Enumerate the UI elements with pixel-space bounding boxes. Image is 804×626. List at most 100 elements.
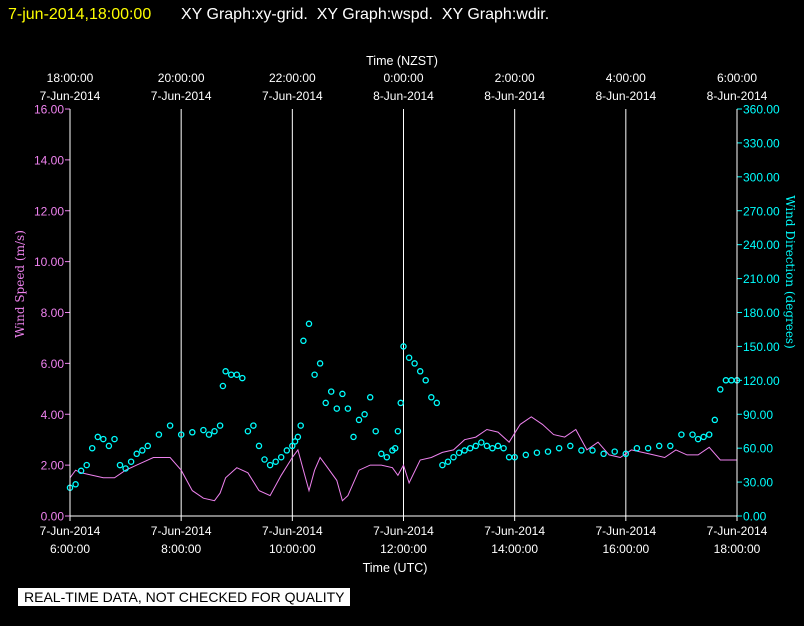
wind-direction-point	[344, 405, 352, 412]
wind-direction-point	[622, 450, 630, 458]
top-tick-time: 4:00:00	[606, 71, 646, 85]
wind-direction-point	[227, 371, 235, 378]
wind-direction-point	[166, 422, 174, 429]
bottom-tick-date: 7-Jun-2014	[484, 524, 545, 538]
bottom-tick-date: 7-Jun-2014	[262, 524, 323, 538]
bottom-tick-date: 7-Jun-2014	[595, 524, 656, 538]
wind-direction-point	[72, 481, 79, 488]
wind-direction-point	[450, 453, 457, 461]
wind-direction-point	[219, 382, 227, 390]
wind-direction-point	[405, 354, 413, 361]
wind-direction-point	[322, 399, 329, 407]
wind-direction-point	[133, 450, 140, 458]
left-tick-label: 16.00	[34, 103, 64, 117]
wind-direction-point	[383, 453, 391, 461]
wind-direction-point	[444, 458, 452, 465]
wind-direction-point	[461, 447, 468, 454]
wind-direction-point	[255, 442, 263, 450]
wind-direction-point	[533, 449, 541, 456]
wind-direction-point	[294, 433, 302, 441]
bottom-axis-title: Time (UTC)	[363, 561, 428, 575]
top-tick-date: 7-Jun-2014	[40, 89, 101, 103]
right-tick-label: 300.00	[743, 170, 780, 184]
left-tick-label: 8.00	[41, 306, 65, 320]
right-tick-label: 360.00	[743, 103, 780, 117]
top-tick-date: 8-Jun-2014	[484, 89, 545, 103]
wind-direction-point	[394, 427, 402, 435]
top-tick-date: 8-Jun-2014	[595, 89, 656, 103]
wind-direction-point	[83, 461, 90, 469]
wind-direction-point	[433, 399, 441, 407]
wind-direction-point	[155, 431, 163, 438]
bottom-tick-date: 7-Jun-2014	[373, 524, 434, 538]
wind-direction-point	[483, 442, 491, 450]
quality-notice: REAL-TIME DATA, NOT CHECKED FOR QUALITY	[18, 588, 351, 606]
wind-direction-point	[428, 394, 435, 401]
right-tick-label: 0.00	[743, 510, 767, 524]
top-axis-title: Time (NZST)	[366, 54, 438, 68]
bottom-tick-time: 12:00:00	[380, 542, 427, 556]
wind-direction-point	[400, 343, 407, 350]
wind-direction-point	[455, 449, 463, 456]
top-tick-time: 20:00:00	[158, 71, 205, 85]
wind-direction-point	[544, 448, 552, 455]
wind-direction-point	[655, 442, 663, 450]
bottom-tick-time: 10:00:00	[269, 542, 316, 556]
wind-direction-point	[105, 442, 113, 450]
wind-direction-point	[600, 450, 607, 458]
wind-direction-point	[277, 453, 285, 461]
wind-direction-point	[350, 433, 357, 441]
wind-direction-point	[505, 453, 513, 461]
wind-direction-point	[711, 416, 719, 424]
wind-direction-point	[522, 451, 530, 459]
bottom-tick-date: 7-Jun-2014	[707, 524, 768, 538]
wind-direction-point	[411, 360, 418, 367]
left-tick-label: 6.00	[41, 357, 65, 371]
wind-direction-point	[644, 444, 652, 452]
wind-direction-point	[327, 388, 335, 395]
wind-direction-point	[589, 447, 596, 454]
left-tick-label: 2.00	[41, 459, 65, 473]
right-tick-label: 150.00	[743, 340, 780, 354]
left-tick-label: 10.00	[34, 255, 64, 269]
wind-direction-point	[494, 442, 502, 450]
right-tick-label: 210.00	[743, 272, 780, 286]
wind-direction-point	[500, 444, 507, 452]
wind-direction-point	[272, 458, 279, 465]
wind-direction-point	[311, 371, 318, 378]
wind-direction-point	[391, 444, 399, 452]
wind-direction-point	[478, 439, 485, 446]
wind-direction-point	[94, 433, 102, 441]
wind-direction-point	[705, 431, 713, 438]
bottom-tick-time: 18:00:00	[714, 542, 761, 556]
top-tick-date: 8-Jun-2014	[707, 89, 768, 103]
wind-direction-point	[611, 448, 618, 455]
wind-direction-point	[244, 427, 252, 435]
left-tick-label: 12.00	[34, 204, 64, 218]
left-tick-label: 14.00	[34, 153, 64, 167]
wind-direction-point	[305, 320, 313, 328]
wind-direction-point	[200, 426, 207, 434]
bottom-tick-time: 6:00:00	[50, 542, 90, 556]
wind-direction-point	[205, 431, 213, 438]
wind-direction-point	[678, 431, 685, 438]
wind-direction-point	[578, 447, 585, 454]
wind-direction-point	[567, 442, 574, 450]
wind-direction-point	[144, 442, 152, 450]
graph-list: XY Graph:xy-grid. XY Graph:wspd. XY Grap…	[181, 6, 549, 23]
wind-direction-point	[127, 458, 135, 465]
wind-direction-point	[239, 374, 246, 382]
wind-direction-point	[177, 431, 185, 438]
wind-direction-point	[466, 444, 474, 452]
wind-direction-point	[289, 442, 296, 450]
top-tick-time: 0:00:00	[383, 71, 423, 85]
top-tick-date: 8-Jun-2014	[373, 89, 434, 103]
right-tick-label: 330.00	[743, 136, 780, 150]
wind-direction-point	[422, 377, 429, 384]
wind-direction-point	[291, 438, 299, 445]
wind-direction-point	[694, 435, 702, 443]
right-tick-label: 30.00	[743, 476, 773, 490]
wind-direction-point	[511, 453, 518, 461]
wind-direction-point	[100, 435, 107, 443]
